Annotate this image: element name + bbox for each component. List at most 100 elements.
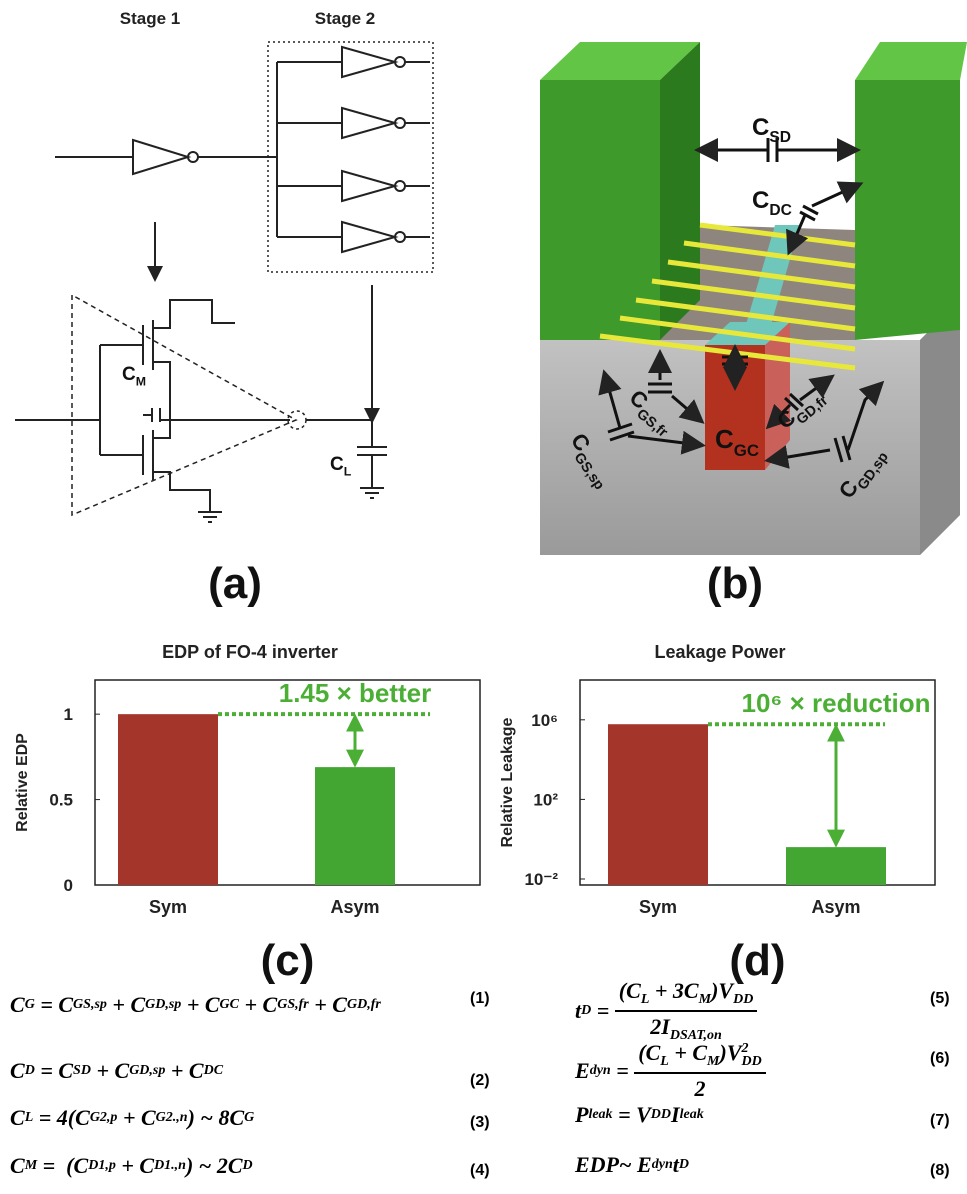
x-tick-label: Asym (330, 897, 379, 917)
eq-text: 2 (694, 1076, 705, 1101)
eq-subscript: DD (651, 1107, 671, 1123)
eq-text: = (35, 1058, 59, 1084)
y-tick-label: 0 (64, 876, 73, 895)
eq-text: + (309, 992, 333, 1018)
eq-symbol: C (58, 992, 73, 1018)
eq-subscript: leak (588, 1107, 612, 1123)
cap-label: CL (330, 454, 352, 479)
eq-subscript: GS,sp (73, 997, 107, 1013)
eq-symbol: C (646, 1040, 661, 1065)
bar (118, 714, 218, 885)
stage-label: Stage 2 (315, 9, 375, 28)
eq-subscript: GC (220, 997, 239, 1013)
fraction: (CL + CM)V2DD2 (634, 1040, 766, 1102)
eq-text: + (669, 1040, 693, 1065)
cap-subscript: SD (769, 129, 791, 146)
eq-subscript: L (25, 1110, 34, 1126)
denominator: 2 (694, 1074, 705, 1102)
equation: Pleak = VDDIleak (575, 1102, 704, 1128)
eq-subscript: G2.,n (156, 1110, 188, 1126)
eq-symbol: V (727, 1040, 742, 1065)
eq-subscript: D1,p (88, 1158, 116, 1174)
eq-text: ) ~ 2 (186, 1153, 228, 1179)
numerator: (CL + 3CM)VDD (615, 978, 758, 1012)
page: Stage 1 Stage 2 (a) (b) CMCLCSDCDCCGS,fr… (0, 0, 967, 1194)
equation-number: (7) (930, 1112, 950, 1130)
eq-text: + (181, 992, 205, 1018)
eq-symbol: C (684, 978, 699, 1003)
equation-number: (2) (470, 1072, 490, 1090)
eq-symbol: E (575, 1058, 590, 1084)
eq-subscript: GD,sp (129, 1063, 165, 1079)
x-tick-label: Sym (639, 897, 677, 917)
eq-symbol: C (205, 992, 220, 1018)
bar (315, 767, 395, 885)
eq-symbol: C (115, 1058, 130, 1084)
cap-symbol: C (752, 187, 769, 214)
equation: EDP~ EdyntD (575, 1152, 689, 1178)
eq-symbol: C (626, 978, 641, 1003)
eq-symbol: I (671, 1102, 680, 1128)
eq-symbol: C (332, 992, 347, 1018)
eq-symbol: C (10, 1153, 25, 1179)
bar (786, 847, 886, 885)
cap-symbol: C (752, 114, 769, 141)
eq-symbol: V (636, 1102, 651, 1128)
panel-label: (c) (261, 936, 315, 985)
eq-symbol: V (718, 978, 733, 1003)
eq-text: = (591, 998, 615, 1024)
eq-symbol: C (74, 1153, 89, 1179)
eq-subscript: DC (204, 1063, 223, 1079)
eq-text: + (116, 1153, 140, 1179)
equation-number: (3) (470, 1114, 490, 1132)
eq-subscript: SD (73, 1063, 91, 1079)
eq-symbol: C (228, 1153, 243, 1179)
cap-symbol: C (122, 364, 136, 385)
y-tick-label: 0.5 (49, 791, 73, 810)
eq-subscript: D (243, 1158, 253, 1174)
x-tick-label: Sym (149, 897, 187, 917)
bar (608, 724, 708, 885)
cap-label: CM (122, 364, 146, 389)
stage-label: Stage 1 (120, 9, 180, 28)
chart-title: Leakage Power (654, 642, 785, 662)
eq-symbol: C (10, 1058, 25, 1084)
eq-subscript: D1.,n (154, 1158, 186, 1174)
eq-text: ) (720, 1040, 727, 1065)
eq-subscript: M (699, 992, 711, 1007)
panel-label: (a) (208, 559, 262, 608)
equation-number: (4) (470, 1162, 490, 1180)
eq-text: = (611, 1058, 635, 1084)
eq-symbol: C (229, 1105, 244, 1131)
eq-symbol: C (10, 1105, 25, 1131)
annotation: 10⁶ × reduction (742, 688, 931, 718)
equation-number: (5) (930, 990, 950, 1008)
eq-subscript: G2,p (90, 1110, 118, 1126)
equation-number: (8) (930, 1162, 950, 1180)
equation-number: (6) (930, 1050, 950, 1068)
eq-text: + (165, 1058, 189, 1084)
eq-text: + 3 (649, 978, 684, 1003)
fanout-inverters (277, 47, 430, 252)
eq-subscript: dyn (652, 1157, 673, 1173)
cap-subscript: DC (769, 202, 792, 219)
eq-subscript: GD,fr (347, 997, 381, 1013)
cap-subscript: M (136, 375, 146, 389)
cap-label: CDC (752, 187, 792, 219)
eq-subscript: GD,sp (145, 997, 181, 1013)
eq-text: + (107, 992, 131, 1018)
chart-title: EDP of FO-4 inverter (162, 642, 338, 662)
eq-symbol: C (263, 992, 278, 1018)
annotation: 1.45 × better (279, 678, 431, 708)
eq-text: + (91, 1058, 115, 1084)
eq-subscript: D (25, 1063, 35, 1079)
cap-symbol: C (330, 454, 344, 475)
eq-text: + (117, 1105, 141, 1131)
eq-superscript: 2 (742, 1042, 762, 1055)
equation: CD = CSD + CGD,sp + CDC (10, 1058, 223, 1084)
eq-symbol: C (130, 992, 145, 1018)
eq-symbol: C (139, 1153, 154, 1179)
x-tick-label: Asym (811, 897, 860, 917)
